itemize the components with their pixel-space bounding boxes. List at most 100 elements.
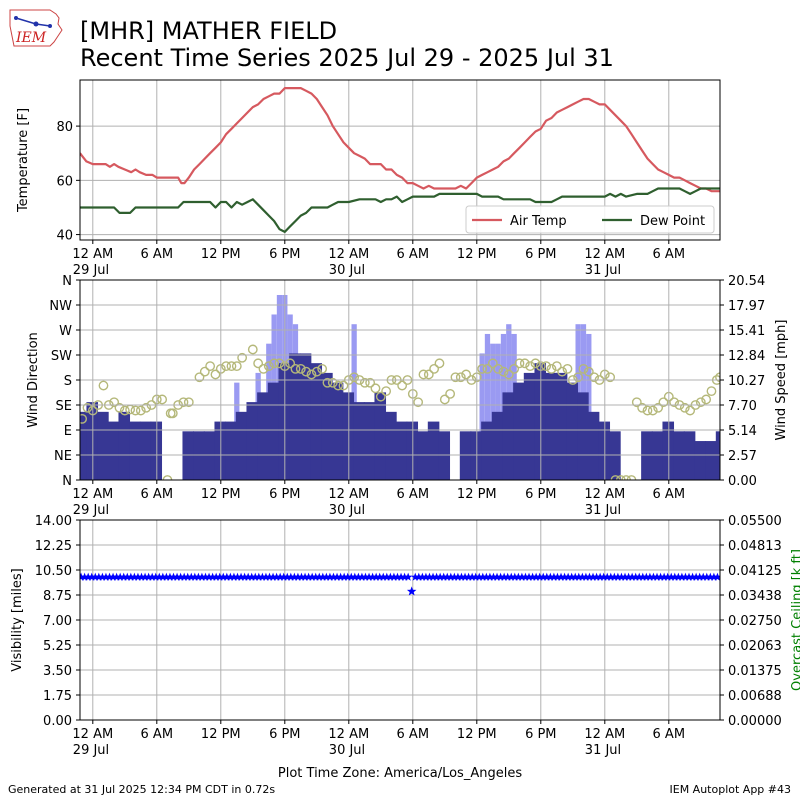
wind-speed-bar: [438, 431, 451, 480]
visibility-point: [258, 572, 267, 581]
visibility-point: [236, 572, 246, 581]
visibility-point: [272, 572, 281, 581]
wind-speed-bar: [257, 392, 269, 480]
wind-direction-point: [519, 358, 530, 369]
app-footer: IEM Autoplot App #43: [669, 783, 792, 796]
visibility-point: [457, 572, 466, 581]
visibility-point: [485, 572, 495, 581]
visibility-point: [403, 572, 413, 581]
visibility-point: [172, 572, 182, 581]
wind-speed-bar: [193, 431, 205, 480]
wind-direction-point: [247, 344, 258, 355]
wind-speed-bar: [331, 382, 344, 480]
wind-speed-bar: [587, 411, 600, 480]
wind-direction-point: [429, 363, 440, 374]
wind-speed-bar: [715, 431, 720, 480]
visibility-point: [556, 572, 566, 581]
visibility-point: [254, 572, 264, 581]
visibility-point: [528, 572, 537, 581]
x-tick-label: 12 AM: [72, 487, 113, 502]
x-tick-label: 6 AM: [397, 487, 430, 502]
wind-direction-point: [450, 372, 461, 383]
plot-frame: [79, 279, 721, 481]
x-tick-label: 12 AM: [584, 487, 625, 502]
wind-direction-point: [477, 363, 488, 374]
visibility-point: [406, 586, 417, 596]
visibility-point: [418, 572, 427, 581]
wind-speed-bar: [406, 421, 419, 480]
y-right-tick-label: 17.97: [728, 299, 765, 314]
visibility-point: [87, 572, 97, 581]
wind-direction-point: [605, 372, 616, 383]
visibility-point: [489, 572, 498, 581]
visibility-point: [218, 572, 228, 581]
x-tick-label: 12 PM: [201, 247, 241, 262]
visibility-point: [300, 572, 310, 581]
wind-speed-bar: [673, 431, 685, 480]
visibility-point: [343, 572, 352, 581]
visibility-point: [432, 572, 441, 581]
wind-direction-point: [237, 352, 248, 363]
visibility-point: [165, 572, 175, 581]
visibility-point: [190, 572, 200, 581]
visibility-point: [585, 572, 594, 581]
x-tick-label: 12 PM: [457, 487, 497, 502]
temperature-lines: [80, 87, 720, 233]
x-tick-label: 6 PM: [269, 487, 300, 502]
wind-speed-bar: [523, 372, 536, 480]
air-temp-line: [80, 87, 720, 193]
visibility-point: [147, 572, 157, 581]
visibility-point: [158, 572, 168, 581]
wind-direction-point: [269, 358, 280, 369]
visibility-point: [108, 572, 118, 581]
visibility-point: [709, 572, 719, 581]
y-right-tick-label: 0.00: [728, 474, 757, 489]
wind-panel: N NE E SE S SW W NW N 0.00 2.57 5.14 7.70 10.27 12.84 1…: [26, 274, 789, 518]
visibility-point: [681, 572, 690, 581]
legend-box: [465, 205, 715, 234]
visibility-point: [261, 572, 271, 581]
visibility-point: [410, 572, 420, 581]
wind-direction-point: [530, 358, 541, 369]
y-right-tick-label: 12.84: [728, 349, 765, 364]
wind-direction-point: [290, 363, 301, 374]
visibility-point: [674, 572, 683, 581]
visibility-point: [204, 572, 214, 581]
visibility-point: [496, 572, 505, 581]
visibility-point: [442, 572, 452, 581]
x-tick-label: 6 PM: [269, 247, 300, 262]
wind-direction-point: [295, 363, 306, 374]
visibility-point: [105, 572, 114, 581]
visibility-point: [98, 572, 107, 581]
wind-speed-bar: [651, 431, 664, 480]
visibility-point: [325, 572, 335, 581]
wind-speed-bar: [150, 421, 163, 480]
wind-direction-point: [706, 386, 717, 397]
wind-direction-point: [365, 377, 376, 388]
y-axis-label: Visibility [miles]: [10, 568, 25, 671]
visibility-point: [187, 572, 196, 581]
x-date-label: 29 Jul: [73, 263, 109, 278]
wind-direction-point: [589, 372, 600, 383]
station-dot: [14, 16, 18, 20]
wind-speed-bar: [107, 421, 120, 480]
x-tick-label: 12 PM: [201, 487, 241, 502]
x-tick-label: 6 PM: [269, 727, 300, 742]
visibility-point: [706, 572, 715, 581]
x-date-label: 31 Jul: [585, 503, 621, 518]
wind-direction-point: [205, 361, 216, 372]
visibility-point: [482, 572, 491, 581]
wind-direction-point: [637, 402, 648, 413]
y-tick-label: 12.25: [35, 539, 72, 554]
x-tick-label: 12 AM: [328, 727, 369, 742]
visibility-point: [631, 572, 640, 581]
x-tick-label: 12 AM: [328, 247, 369, 262]
wind-direction-point: [301, 366, 312, 377]
y-tick-label: 0.00: [43, 714, 72, 729]
visibility-point: [101, 572, 111, 581]
visibility-point: [322, 572, 331, 581]
wind-speed-bar: [598, 421, 611, 480]
visibility-point: [311, 572, 320, 581]
visibility-point: [119, 572, 129, 581]
visibility-point: [361, 572, 370, 581]
